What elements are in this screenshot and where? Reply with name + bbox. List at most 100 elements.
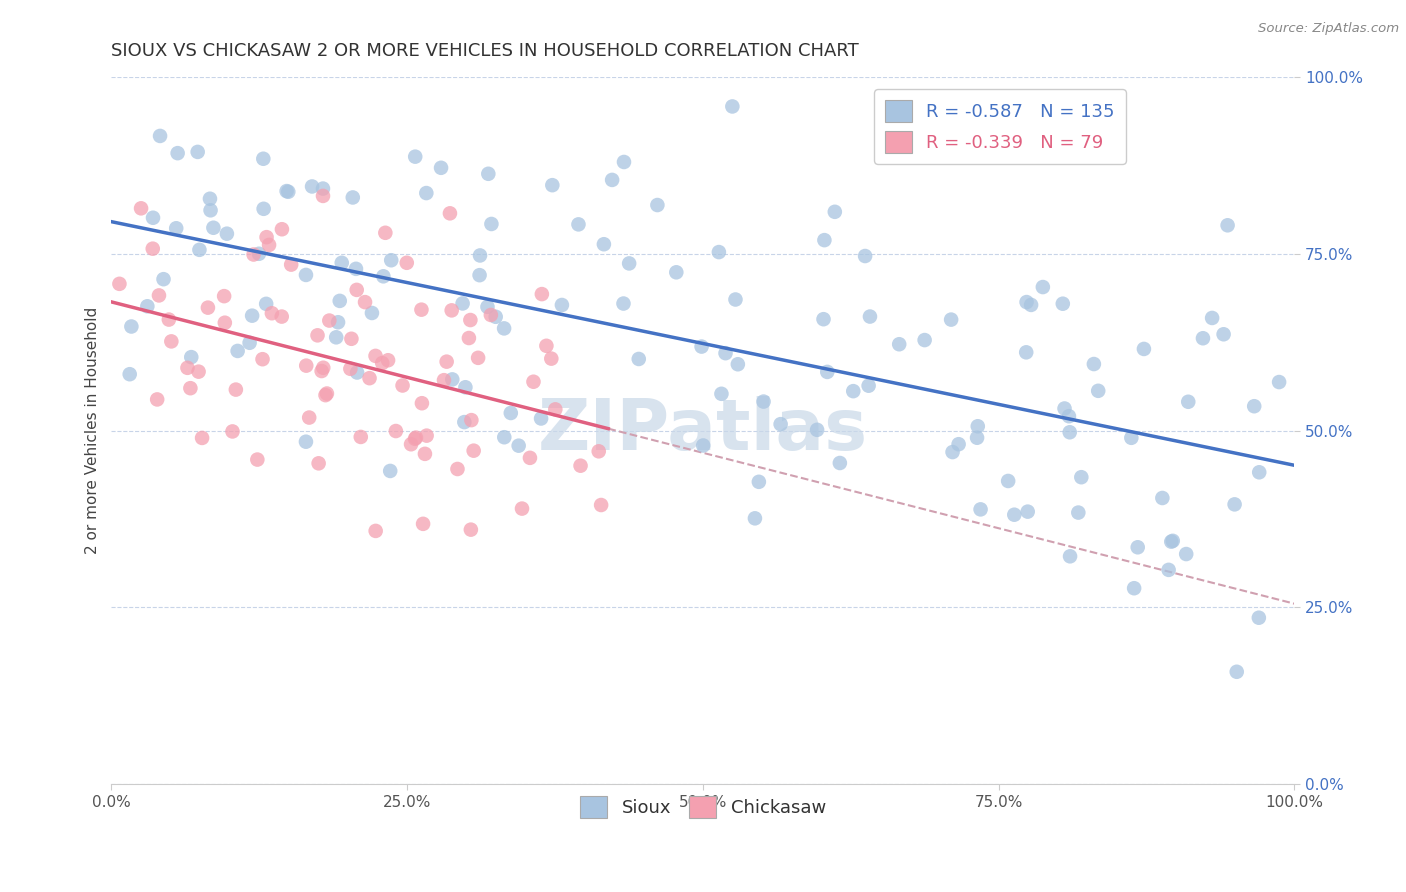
Point — [198, 192, 221, 206]
Point — [344, 261, 367, 276]
Point — [239, 335, 262, 350]
Point — [200, 203, 222, 218]
Text: Source: ZipAtlas.com: Source: ZipAtlas.com — [1258, 22, 1399, 36]
Point — [1123, 581, 1146, 595]
Point — [191, 431, 214, 445]
Point — [197, 301, 219, 315]
Point — [479, 308, 502, 322]
Point — [411, 302, 433, 317]
Point — [339, 361, 361, 376]
Point — [415, 186, 437, 200]
Point — [165, 221, 187, 235]
Point — [1243, 399, 1265, 413]
Point — [567, 218, 589, 232]
Point — [446, 462, 468, 476]
Point — [1177, 394, 1199, 409]
Point — [690, 340, 713, 354]
Point — [149, 128, 172, 143]
Point — [1121, 431, 1143, 445]
Point — [312, 360, 335, 375]
Point — [318, 313, 340, 327]
Point — [411, 396, 433, 410]
Point — [225, 383, 247, 397]
Point — [727, 357, 749, 371]
Point — [1160, 534, 1182, 549]
Point — [1052, 296, 1074, 310]
Point — [692, 438, 714, 452]
Point — [813, 233, 835, 247]
Point — [129, 202, 152, 216]
Point — [468, 268, 491, 282]
Point — [1015, 295, 1038, 310]
Point — [166, 146, 188, 161]
Point — [307, 328, 329, 343]
Point — [627, 351, 650, 366]
Point — [380, 253, 402, 268]
Point — [391, 378, 413, 392]
Point — [467, 351, 489, 365]
Point — [395, 256, 418, 270]
Point — [240, 309, 263, 323]
Point — [744, 511, 766, 525]
Point — [430, 161, 453, 175]
Point — [842, 384, 865, 399]
Point — [377, 353, 399, 368]
Point — [853, 249, 876, 263]
Point — [1057, 409, 1080, 424]
Point — [148, 288, 170, 302]
Point — [215, 227, 238, 241]
Point — [242, 247, 264, 261]
Point — [966, 419, 988, 434]
Point — [364, 349, 387, 363]
Point — [1192, 331, 1215, 345]
Point — [118, 368, 141, 382]
Point — [813, 312, 835, 326]
Point — [295, 359, 318, 373]
Point — [142, 242, 165, 256]
Point — [1126, 541, 1149, 555]
Point — [315, 388, 337, 402]
Point — [941, 445, 963, 459]
Point — [458, 331, 481, 345]
Point — [1017, 505, 1039, 519]
Point — [180, 350, 202, 364]
Point — [270, 310, 292, 324]
Point — [969, 502, 991, 516]
Point — [346, 283, 368, 297]
Point — [146, 392, 169, 407]
Point — [257, 238, 280, 252]
Point — [298, 410, 321, 425]
Point — [889, 337, 911, 351]
Point — [612, 296, 634, 310]
Text: ZIPatlas: ZIPatlas — [538, 396, 868, 465]
Point — [187, 145, 209, 159]
Point — [858, 378, 880, 392]
Y-axis label: 2 or more Vehicles in Household: 2 or more Vehicles in Household — [86, 307, 100, 554]
Point — [1070, 470, 1092, 484]
Point — [481, 217, 503, 231]
Point — [454, 380, 477, 394]
Point — [176, 360, 198, 375]
Point — [530, 411, 553, 425]
Point — [152, 272, 174, 286]
Point — [226, 343, 249, 358]
Legend: Sioux, Chickasaw: Sioux, Chickasaw — [572, 789, 834, 825]
Point — [724, 293, 747, 307]
Point — [179, 381, 201, 395]
Point — [1053, 401, 1076, 416]
Point — [295, 434, 318, 449]
Point — [600, 173, 623, 187]
Point — [361, 306, 384, 320]
Point — [330, 256, 353, 270]
Point — [541, 178, 564, 193]
Point — [359, 371, 381, 385]
Point — [187, 365, 209, 379]
Point — [188, 243, 211, 257]
Point — [1249, 465, 1271, 479]
Point — [271, 222, 294, 236]
Point — [308, 456, 330, 470]
Point — [477, 167, 499, 181]
Point — [247, 246, 270, 260]
Point — [221, 425, 243, 439]
Point — [202, 220, 225, 235]
